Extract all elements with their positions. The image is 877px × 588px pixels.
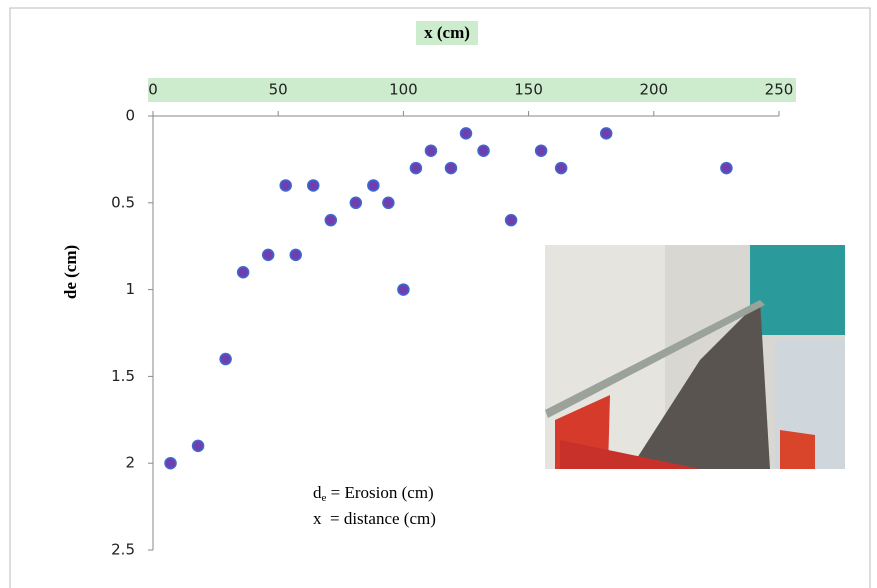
point <box>554 161 568 175</box>
x-tick-label: 100 <box>389 81 418 99</box>
point <box>367 179 380 192</box>
point <box>382 196 395 210</box>
point <box>219 352 232 366</box>
y-tick-label: 1 <box>125 280 135 298</box>
annotation-symbol: d <box>313 483 322 502</box>
x-title-bg <box>416 21 478 45</box>
point <box>397 283 410 296</box>
point <box>236 265 250 279</box>
point <box>720 161 733 175</box>
point <box>279 179 292 192</box>
point <box>324 213 338 227</box>
point <box>307 179 320 192</box>
point <box>459 127 473 140</box>
y-tick-label: 2.5 <box>111 541 135 559</box>
x-tick-label: 50 <box>269 81 288 99</box>
point <box>477 144 490 157</box>
annotation-subscript: e <box>322 492 327 504</box>
point <box>504 213 518 227</box>
x-title: x (cm) <box>424 23 470 42</box>
point <box>534 144 548 157</box>
y-tick-label: 1.5 <box>111 367 135 385</box>
point <box>191 439 205 453</box>
annotation-text: = Erosion (cm) <box>326 483 433 502</box>
annotation: x = distance (cm) <box>313 509 436 528</box>
x-tick-label: 250 <box>765 81 794 99</box>
photo-inset <box>545 245 845 469</box>
y-title: de (cm) <box>61 245 80 299</box>
y-tick-label: 0 <box>125 107 135 125</box>
point <box>444 161 458 175</box>
point <box>164 456 177 470</box>
annotation-text: = distance (cm) <box>322 509 436 528</box>
x-tick-band <box>148 78 796 102</box>
point <box>261 248 275 262</box>
point <box>409 161 423 175</box>
y-tick-label: 0.5 <box>111 193 135 211</box>
point <box>289 248 302 262</box>
x-tick-label: 150 <box>514 81 543 99</box>
y-tick-label: 2 <box>125 454 135 472</box>
point <box>349 196 363 210</box>
point <box>424 144 438 157</box>
annotation: de = Erosion (cm) <box>313 483 434 504</box>
annotation-symbol: x <box>313 509 322 528</box>
x-tick-label: 200 <box>639 81 668 99</box>
x-tick-label: 0 <box>148 81 158 99</box>
point <box>599 127 613 140</box>
